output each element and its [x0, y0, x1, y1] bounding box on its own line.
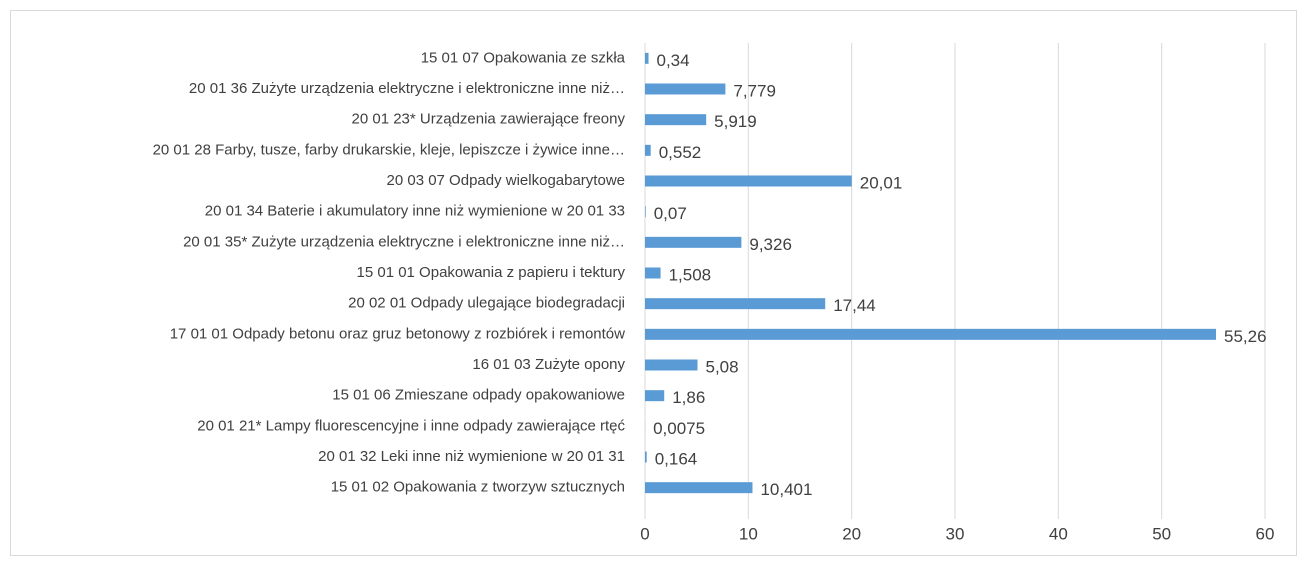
bar	[645, 53, 649, 64]
y-tick-label: 20 02 01 Odpady ulegające biodegradacji	[348, 295, 625, 312]
x-tick-label: 10	[739, 524, 758, 543]
y-tick-label: 20 03 07 Odpady wielkogabarytowe	[387, 172, 626, 189]
y-tick-label: 15 01 02 Opakowania z tworzyw sztucznych	[331, 479, 625, 496]
y-tick-label: 20 01 32 Leki inne niż wymienione w 20 0…	[318, 448, 625, 465]
data-label: 1,508	[669, 265, 712, 284]
data-label: 5,919	[714, 112, 757, 131]
y-tick-label: 15 01 07 Opakowania ze szkła	[421, 49, 626, 66]
x-tick-label: 50	[1152, 524, 1171, 543]
x-tick-label: 0	[640, 524, 649, 543]
x-tick-label: 20	[842, 524, 861, 543]
data-label: 0,34	[657, 51, 690, 70]
x-tick-label: 40	[1049, 524, 1068, 543]
data-label: 7,779	[733, 81, 776, 100]
bar	[645, 390, 664, 401]
y-tick-label: 15 01 01 Opakowania z papieru i tektury	[357, 264, 626, 281]
x-tick-label: 60	[1256, 524, 1275, 543]
data-label: 0,164	[655, 449, 698, 468]
bar	[645, 176, 852, 187]
x-tick-label: 30	[946, 524, 965, 543]
y-tick-label: 20 01 28 Farby, tusze, farby drukarskie,…	[153, 141, 625, 158]
bar	[645, 114, 706, 125]
data-label: 10,401	[760, 480, 812, 499]
data-label: 0,0075	[653, 419, 705, 438]
data-label: 1,86	[672, 388, 705, 407]
data-label: 20,01	[860, 173, 903, 192]
bar	[645, 84, 725, 95]
data-label: 55,26	[1224, 327, 1267, 346]
bar	[645, 482, 752, 493]
y-tick-label: 20 01 34 Baterie i akumulatory inne niż …	[205, 203, 625, 220]
data-label: 0,07	[654, 204, 687, 223]
bar	[645, 145, 651, 156]
y-tick-label: 20 01 36 Zużyte urządzenia elektryczne i…	[189, 80, 625, 97]
bar	[645, 329, 1216, 340]
bar	[645, 268, 661, 279]
data-label: 9,326	[749, 235, 792, 254]
data-label: 5,08	[705, 357, 738, 376]
bar	[645, 206, 646, 217]
bar	[645, 237, 741, 248]
data-label: 17,44	[833, 296, 876, 315]
y-tick-label: 20 01 21* Lampy fluorescencyjne i inne o…	[197, 417, 625, 434]
bar	[645, 360, 697, 371]
y-tick-label: 20 01 23* Urządzenia zawierające freony	[352, 111, 626, 128]
data-label: 0,552	[659, 143, 702, 162]
bar	[645, 298, 825, 309]
y-tick-label: 16 01 03 Zużyte opony	[472, 356, 625, 373]
y-tick-label: 17 01 01 Odpady betonu oraz gruz betonow…	[170, 325, 625, 342]
y-tick-label: 20 01 35* Zużyte urządzenia elektryczne …	[183, 233, 625, 250]
y-tick-label: 15 01 06 Zmieszane odpady opakowaniowe	[332, 387, 625, 404]
bar	[645, 452, 647, 463]
